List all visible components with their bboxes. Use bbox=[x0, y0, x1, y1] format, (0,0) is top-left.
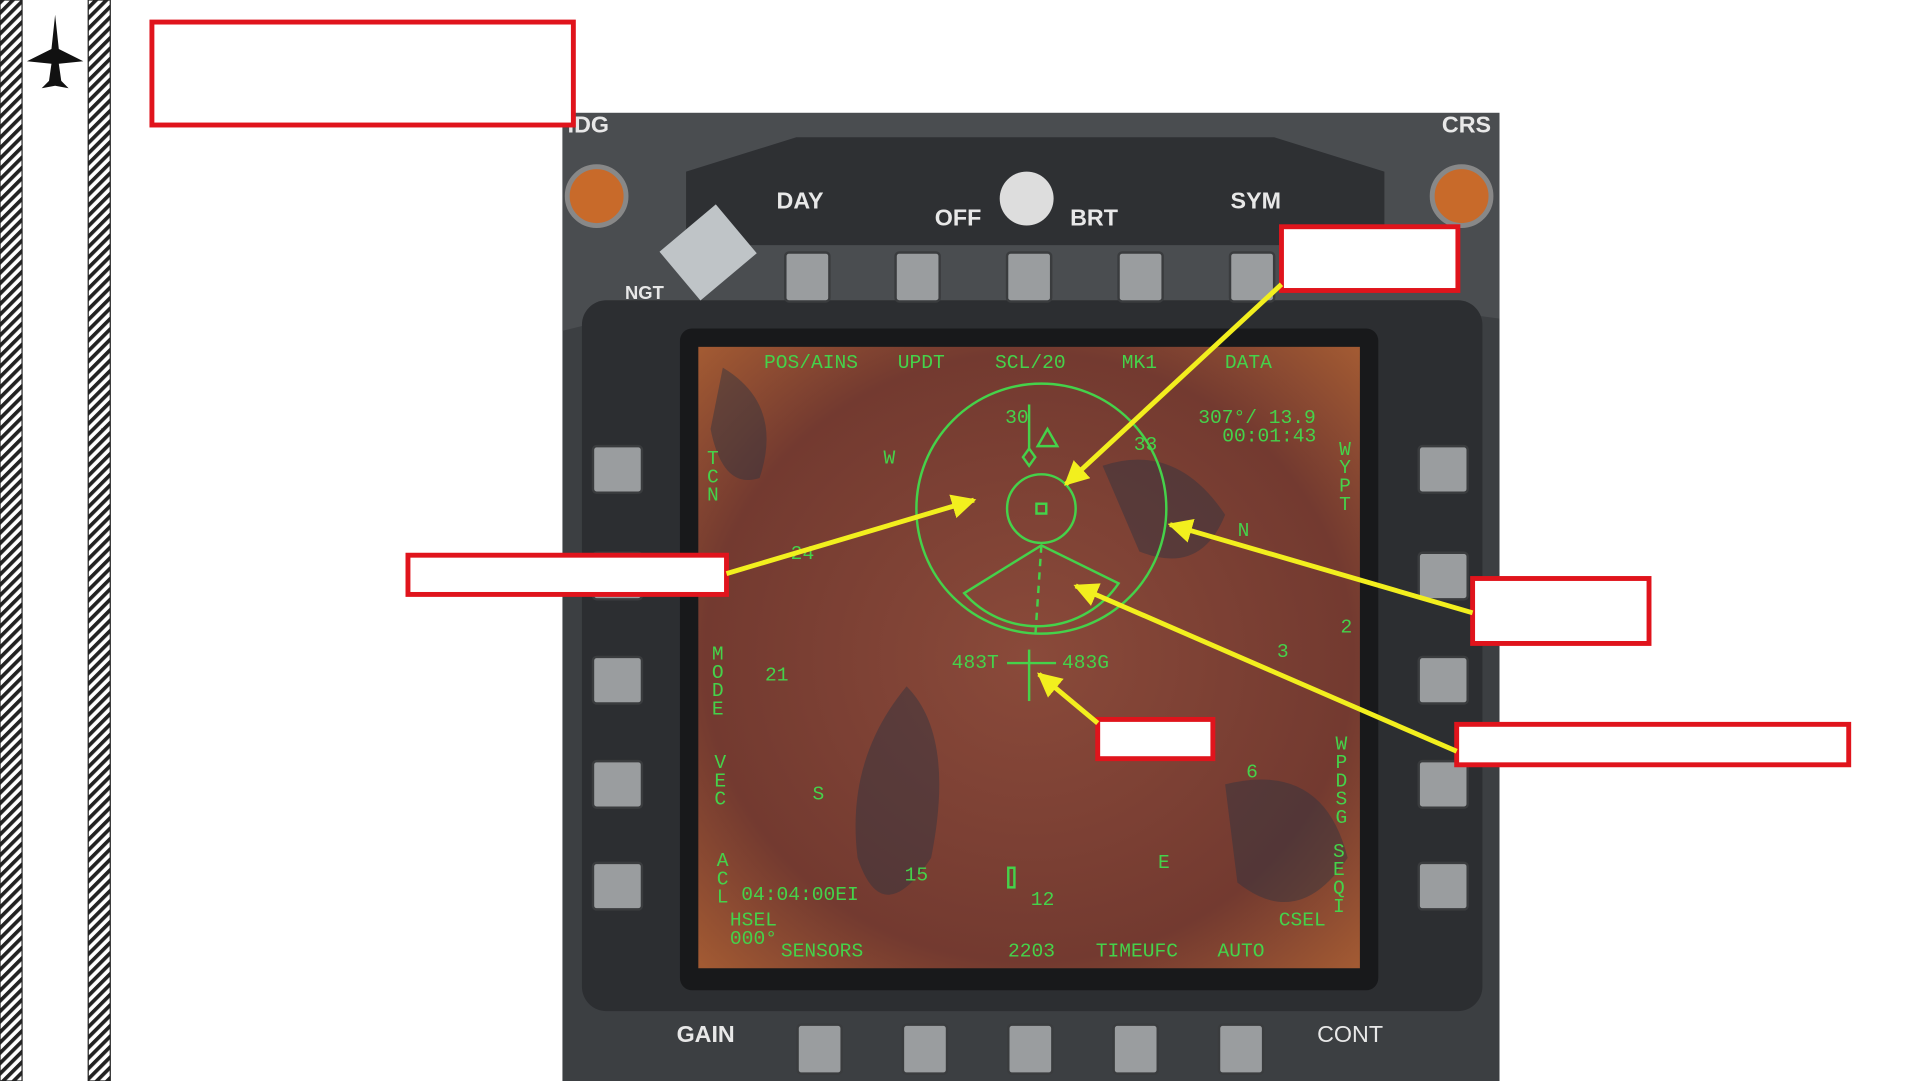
pushbuttons bbox=[591, 251, 1469, 1075]
side-option: SEQI bbox=[1328, 841, 1350, 914]
compass-label: S bbox=[813, 783, 825, 805]
top-option: MK1 bbox=[1122, 352, 1157, 374]
pushbutton bbox=[591, 759, 644, 809]
side-option: WYPT bbox=[1334, 439, 1356, 512]
arrow bbox=[725, 494, 977, 576]
pushbutton bbox=[1217, 1023, 1265, 1075]
compass-label: 3 bbox=[1277, 641, 1289, 663]
top-option: SCL/20 bbox=[995, 352, 1066, 374]
time: 04:04:00EI bbox=[741, 884, 859, 906]
compass-label: 21 bbox=[765, 664, 789, 686]
side-option: VEC bbox=[709, 752, 731, 807]
bottom-option: TIMEUFC bbox=[1096, 940, 1178, 962]
side-option: ACL bbox=[712, 850, 734, 905]
jet-icon bbox=[26, 14, 84, 89]
pushbutton bbox=[894, 251, 941, 303]
pushbutton bbox=[1117, 251, 1164, 303]
compass-label: W bbox=[884, 448, 896, 470]
callout-box bbox=[1095, 716, 1216, 762]
pushbutton bbox=[1417, 444, 1469, 494]
arrow bbox=[1064, 282, 1284, 486]
bezel-label: CONT bbox=[1317, 1021, 1383, 1047]
pushbutton bbox=[1005, 251, 1053, 303]
top-option: UPDT bbox=[898, 352, 945, 374]
compass-label: 15 bbox=[905, 864, 929, 886]
side-strip bbox=[0, 0, 111, 1081]
pushbutton bbox=[591, 655, 644, 705]
bezel-label: NGT bbox=[625, 282, 665, 303]
compass-label: 30 bbox=[1005, 407, 1029, 429]
side-option: WPDSG bbox=[1330, 734, 1352, 826]
pushbutton bbox=[1228, 251, 1276, 303]
bottom-option: AUTO bbox=[1218, 940, 1265, 962]
pushbutton bbox=[796, 1023, 843, 1075]
bezel-label: OFF bbox=[935, 205, 982, 231]
bezel-label: GAIN bbox=[677, 1021, 735, 1047]
arrow bbox=[1167, 518, 1474, 616]
pushbutton bbox=[1417, 655, 1469, 705]
csel: CSEL bbox=[1279, 910, 1326, 932]
pushbutton bbox=[1417, 551, 1469, 601]
arrow bbox=[1073, 583, 1458, 754]
arrow bbox=[1037, 672, 1100, 726]
pushbutton bbox=[591, 861, 644, 911]
bezel-label: DAY bbox=[777, 187, 824, 213]
side-option: MODE bbox=[707, 644, 729, 717]
bottom-option: SENSORS bbox=[781, 940, 863, 962]
top-option: DATA bbox=[1225, 352, 1272, 374]
callout-box bbox=[1279, 224, 1461, 293]
heading-label: 483T bbox=[952, 652, 999, 674]
bezel-label: BRT bbox=[1070, 205, 1118, 231]
pushbutton bbox=[591, 444, 644, 494]
hsel: 000° bbox=[730, 928, 777, 950]
callout-box bbox=[149, 19, 576, 128]
hsel: HSEL bbox=[730, 910, 777, 932]
bezel-label: CRS bbox=[1442, 111, 1491, 137]
readout: 00:01:43 bbox=[1222, 425, 1316, 447]
bottom-option: 2203 bbox=[1008, 940, 1055, 962]
pushbutton bbox=[1417, 759, 1469, 809]
compass-label: E bbox=[1158, 852, 1170, 874]
readout: 307°/ 13.9 bbox=[1198, 407, 1316, 429]
compass-label: 33 bbox=[1134, 434, 1158, 456]
pushbutton bbox=[1417, 861, 1469, 911]
callout-box bbox=[1470, 576, 1652, 646]
callout-box bbox=[405, 552, 729, 597]
compass-label: 6 bbox=[1246, 761, 1258, 783]
pushbutton bbox=[784, 251, 831, 303]
side-option: TCN bbox=[702, 448, 724, 503]
heading-label: 483G bbox=[1062, 652, 1109, 674]
callout-box bbox=[1454, 721, 1852, 768]
hsi-symbology bbox=[915, 382, 1168, 889]
pushbutton bbox=[1007, 1023, 1054, 1075]
compass-label: N bbox=[1238, 520, 1250, 542]
pushbutton bbox=[1112, 1023, 1159, 1075]
compass-label: 12 bbox=[1031, 889, 1055, 911]
bezel-label: SYM bbox=[1231, 187, 1281, 213]
callouts bbox=[149, 19, 1852, 768]
waypoint-number: 2 bbox=[1341, 617, 1353, 639]
top-option: POS/AINS bbox=[764, 352, 858, 374]
pushbutton bbox=[901, 1023, 949, 1075]
